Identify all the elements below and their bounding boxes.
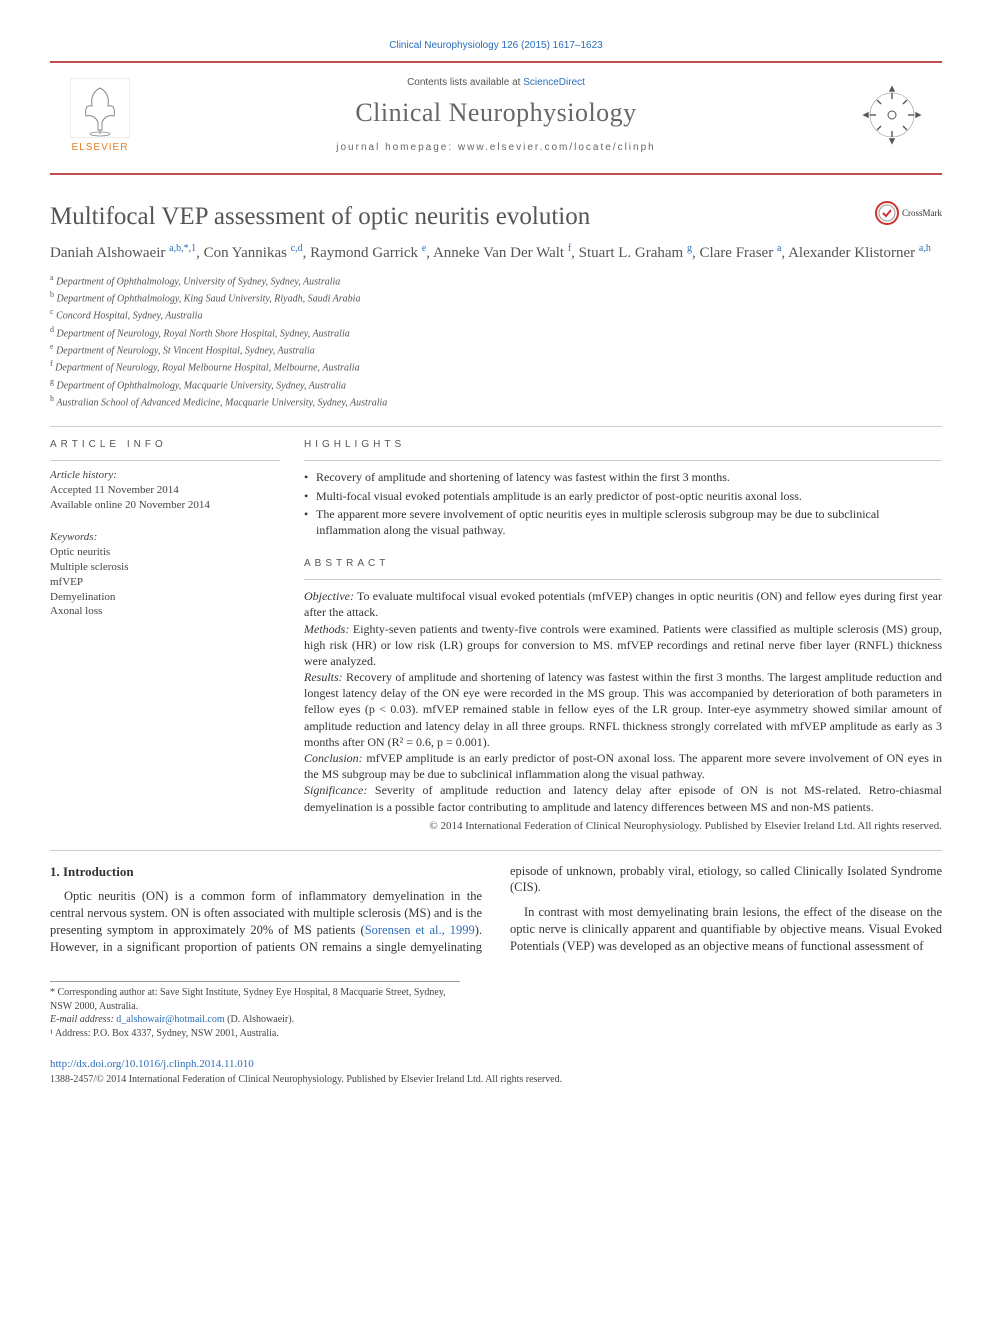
running-head-link[interactable]: Clinical Neurophysiology 126 (2015) 1617… [389, 40, 602, 51]
keyword: Demyelination [50, 590, 280, 605]
article-title: Multifocal VEP assessment of optic neuri… [50, 201, 590, 232]
journal-homepage: journal homepage: www.elsevier.com/locat… [150, 142, 842, 153]
affiliation: h Australian School of Advanced Medicine… [50, 393, 942, 410]
author: Daniah Alshowaeir [50, 245, 165, 261]
author-sup[interactable]: g [687, 243, 692, 254]
masthead: ELSEVIER Contents lists available at Sci… [50, 69, 942, 167]
highlights-label: HIGHLIGHTS [304, 439, 942, 450]
history-accepted: Accepted 11 November 2014 [50, 483, 280, 498]
doi-link[interactable]: http://dx.doi.org/10.1016/j.clinph.2014.… [50, 1058, 254, 1070]
crossmark-badge[interactable]: CrossMark [875, 201, 942, 225]
highlight-item: Multi-focal visual evoked potentials amp… [304, 488, 942, 504]
author: Anneke Van Der Walt [433, 245, 564, 261]
keyword: Axonal loss [50, 604, 280, 619]
highlights: Recovery of amplitude and shortening of … [304, 469, 942, 538]
author-list: Daniah Alshowaeir a,b,*,1, Con Yannikas … [50, 242, 942, 264]
author: Raymond Garrick [310, 245, 418, 261]
keyword: Multiple sclerosis [50, 560, 280, 575]
intro-paragraph-2: In contrast with most demyelinating brai… [510, 904, 942, 955]
conclusion-text: mfVEP amplitude is an early predictor of… [304, 751, 942, 781]
top-rule [50, 61, 942, 63]
significance-text: Severity of amplitude reduction and late… [304, 783, 942, 813]
author-sup[interactable]: e [422, 243, 426, 254]
affiliation: e Department of Neurology, St Vincent Ho… [50, 341, 942, 358]
citation-link[interactable]: Sorensen et al., 1999 [365, 923, 475, 937]
info-top-rule [50, 426, 942, 427]
author-sup[interactable]: c,d [291, 243, 303, 254]
author: Con Yannikas [204, 245, 287, 261]
objective-label: Objective: [304, 589, 354, 603]
author-sup[interactable]: f [568, 243, 571, 254]
page-footer: http://dx.doi.org/10.1016/j.clinph.2014.… [50, 1054, 942, 1085]
affiliation: f Department of Neurology, Royal Melbour… [50, 358, 942, 375]
elsevier-logo-icon [70, 78, 130, 138]
methods-label: Methods: [304, 622, 349, 636]
conclusion-label: Conclusion: [304, 751, 363, 765]
highlight-item: The apparent more severe involvement of … [304, 506, 942, 538]
affiliation: d Department of Neurology, Royal North S… [50, 324, 942, 341]
objective-text: To evaluate multifocal visual evoked pot… [304, 589, 942, 619]
affiliation: a Department of Ophthalmology, Universit… [50, 272, 942, 289]
journal-name: Clinical Neurophysiology [150, 98, 842, 128]
article-info-label: ARTICLE INFO [50, 439, 280, 450]
footnotes: * Corresponding author at: Save Sight In… [50, 981, 460, 1040]
corresponding-author: * Corresponding author at: Save Sight In… [50, 986, 460, 1013]
keywords: Optic neuritis Multiple sclerosis mfVEP … [50, 545, 280, 619]
sciencedirect-link[interactable]: ScienceDirect [523, 77, 585, 88]
highlights-rule [304, 460, 942, 461]
abstract-bottom-rule [50, 850, 942, 851]
keywords-label: Keywords: [50, 531, 280, 543]
history-label: Article history: [50, 469, 280, 481]
affiliation: c Concord Hospital, Sydney, Australia [50, 306, 942, 323]
keyword: Optic neuritis [50, 545, 280, 560]
author-sup[interactable]: a,b,*,1 [169, 243, 196, 254]
article-info: ARTICLE INFO Article history: Accepted 1… [50, 439, 280, 833]
publisher-name: ELSEVIER [72, 142, 129, 153]
body-text: 1. Introduction Optic neuritis (ON) is a… [50, 863, 942, 960]
issn-copyright: 1388-2457/© 2014 International Federatio… [50, 1074, 942, 1085]
author: Clare Fraser [699, 245, 773, 261]
masthead-bottom-rule [50, 173, 942, 175]
running-head: Clinical Neurophysiology 126 (2015) 1617… [50, 40, 942, 51]
email-line: E-mail address: d_alshowair@hotmail.com … [50, 1013, 460, 1027]
info-rule [50, 460, 280, 461]
keyword: mfVEP [50, 575, 280, 590]
abstract-rule [304, 579, 942, 580]
affiliation-list: a Department of Ophthalmology, Universit… [50, 272, 942, 411]
journal-cover-icon [862, 85, 922, 145]
contents-line: Contents lists available at ScienceDirec… [150, 77, 842, 88]
crossmark-icon [875, 201, 899, 225]
author: Stuart L. Graham [579, 245, 684, 261]
results-label: Results: [304, 670, 343, 684]
email-link[interactable]: d_alshowair@hotmail.com [116, 1014, 224, 1025]
abstract-copyright: © 2014 International Federation of Clini… [304, 819, 942, 834]
methods-text: Eighty-seven patients and twenty-five co… [304, 622, 942, 668]
abstract-label: ABSTRACT [304, 558, 942, 569]
author-sup[interactable]: a,h [919, 243, 931, 254]
affiliation: b Department of Ophthalmology, King Saud… [50, 289, 942, 306]
address-footnote: ¹ Address: P.O. Box 4337, Sydney, NSW 20… [50, 1027, 460, 1041]
significance-label: Significance: [304, 783, 367, 797]
highlight-item: Recovery of amplitude and shortening of … [304, 469, 942, 485]
author: Alexander Klistorner [788, 245, 915, 261]
author-sup[interactable]: a [777, 243, 781, 254]
results-text: Recovery of amplitude and shortening of … [304, 670, 942, 749]
affiliation: g Department of Ophthalmology, Macquarie… [50, 376, 942, 393]
intro-heading: 1. Introduction [50, 863, 482, 881]
abstract: ABSTRACT Objective: To evaluate multifoc… [304, 558, 942, 833]
history-online: Available online 20 November 2014 [50, 498, 280, 513]
